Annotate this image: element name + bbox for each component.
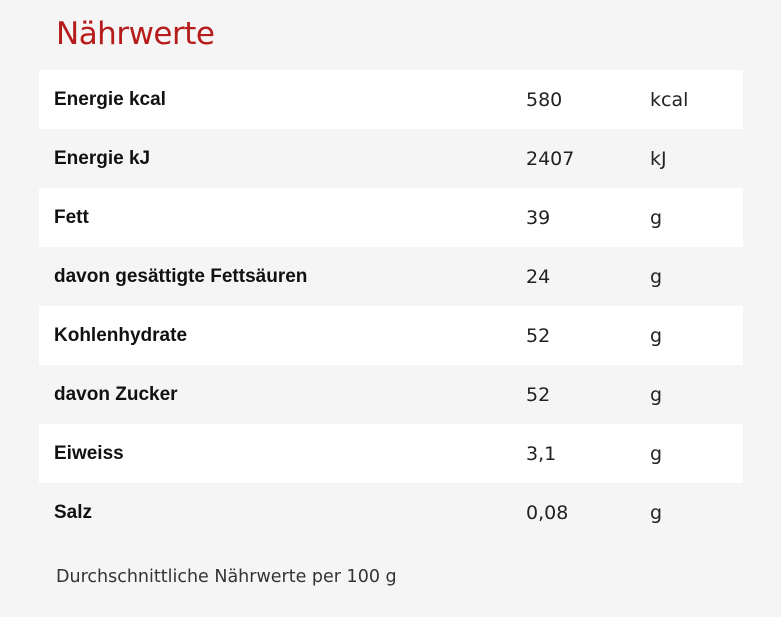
table-row: Fett 39 g <box>39 188 743 247</box>
nutrient-label: davon Zucker <box>54 383 178 405</box>
nutrient-unit: g <box>650 265 663 288</box>
nutrient-label: Energie kJ <box>54 147 151 169</box>
table-row: Energie kJ 2407 kJ <box>39 129 743 188</box>
nutrient-label: davon gesättigte Fettsäuren <box>54 265 308 287</box>
nutrient-unit: g <box>650 206 663 229</box>
nutrient-value: 24 <box>526 265 551 288</box>
nutrient-unit: g <box>650 324 663 347</box>
nutrient-value: 580 <box>526 88 563 111</box>
nutrient-unit: g <box>650 501 663 524</box>
nutrient-unit: g <box>650 383 663 406</box>
table-row: davon Zucker 52 g <box>39 365 743 424</box>
nutrient-value: 3,1 <box>526 442 557 465</box>
table-row: Salz 0,08 g <box>39 483 743 542</box>
table-row: davon gesättigte Fettsäuren 24 g <box>39 247 743 306</box>
nutrient-value: 0,08 <box>526 501 569 524</box>
table-row: Energie kcal 580 kcal <box>39 70 743 129</box>
nutrient-unit: kJ <box>650 147 667 170</box>
nutrient-label: Kohlenhydrate <box>54 324 188 346</box>
nutrient-value: 52 <box>526 324 551 347</box>
nutrient-value: 39 <box>526 206 551 229</box>
table-row: Kohlenhydrate 52 g <box>39 306 743 365</box>
nutrient-value: 2407 <box>526 147 575 170</box>
nutrient-value: 52 <box>526 383 551 406</box>
table-row: Eiweiss 3,1 g <box>39 424 743 483</box>
nutrition-table: Energie kcal 580 kcal Energie kJ 2407 kJ… <box>39 70 743 542</box>
nutrient-label: Energie kcal <box>54 88 166 110</box>
footnote: Durchschnittliche Nährwerte per 100 g <box>56 567 397 587</box>
nutrient-label: Eiweiss <box>54 442 124 464</box>
nutrient-unit: kcal <box>650 88 689 111</box>
nutrient-label: Salz <box>54 501 93 523</box>
page-title: Nährwerte <box>56 16 215 52</box>
nutrient-unit: g <box>650 442 663 465</box>
nutrient-label: Fett <box>54 206 89 228</box>
